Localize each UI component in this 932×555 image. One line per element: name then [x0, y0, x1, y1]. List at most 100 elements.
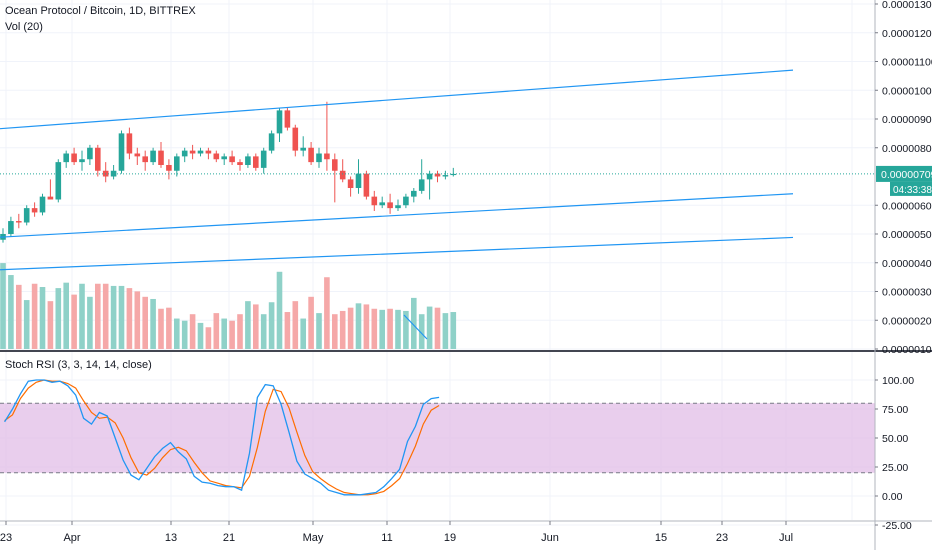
volume-bar: [237, 314, 243, 349]
candle-body: [316, 153, 322, 163]
volume-bar: [166, 307, 172, 349]
volume-bar: [150, 298, 156, 349]
candle-body: [39, 196, 46, 213]
candle-body: [71, 153, 77, 163]
volume-bar: [411, 297, 417, 349]
volume-bar: [450, 312, 457, 349]
candle-body: [197, 150, 204, 154]
price-tick-label: 0.00000200: [882, 315, 932, 327]
candle-body: [181, 150, 188, 157]
volume-bar: [181, 320, 188, 349]
candle-body: [87, 147, 93, 160]
candle-body: [16, 221, 22, 223]
candle-body: [205, 150, 212, 154]
stoch-d-line: [4, 379, 440, 496]
volume-bar: [16, 284, 22, 349]
price-tick-label: 0.00001100: [882, 57, 932, 69]
volume-bar: [71, 294, 77, 349]
volume-bar: [205, 327, 212, 349]
time-tick-label: 23: [716, 532, 728, 544]
volume-bar: [126, 288, 133, 349]
volume-bar: [426, 306, 433, 349]
main-title: Ocean Protocol / Bitcoin, 1D, BITTREX: [5, 5, 196, 17]
price-tick-label: 0.00000500: [882, 229, 932, 241]
candle-body: [55, 162, 62, 200]
stoch-tick-label: -25.00: [882, 520, 912, 532]
candle-body: [324, 153, 330, 160]
volume-bar: [221, 318, 227, 349]
candle-body: [371, 196, 378, 206]
candle-body: [442, 175, 449, 177]
volume-bar: [363, 304, 370, 349]
time-tick-label: Jul: [779, 532, 793, 544]
candle-body: [332, 159, 338, 171]
candle-body: [308, 147, 314, 163]
candle-body: [79, 159, 85, 163]
volume-bar: [308, 296, 314, 349]
volume-bar: [87, 296, 93, 349]
candle-body: [253, 156, 259, 168]
candle-body: [126, 133, 133, 154]
volume-bar: [174, 318, 180, 349]
time-tick-label: 23: [0, 532, 12, 544]
volume-bar: [284, 312, 291, 349]
candle-body: [150, 150, 156, 163]
volume-bar: [442, 313, 449, 349]
candle-body: [237, 162, 243, 165]
volume-bar: [387, 308, 393, 349]
volume-bar: [229, 320, 235, 349]
candle-body: [229, 156, 235, 163]
time-tick-label: Jun: [541, 532, 559, 544]
trend-line: [0, 236, 794, 271]
candle-body: [189, 150, 196, 154]
time-tick-label: 19: [444, 532, 456, 544]
volume-bar: [339, 310, 346, 349]
candle-body: [142, 156, 148, 163]
volume-bar: [134, 291, 141, 349]
volume-bar: [324, 277, 330, 349]
candle-body: [23, 208, 30, 223]
volume-bar: [47, 301, 54, 349]
stoch-tick-label: 50.00: [882, 433, 908, 445]
candle-body: [174, 156, 180, 171]
candle-body: [268, 133, 275, 151]
candle-body: [363, 173, 370, 197]
time-tick-label: 15: [655, 532, 667, 544]
volume-bar: [8, 275, 14, 349]
volume-bar: [300, 318, 306, 349]
volume-bar: [102, 283, 109, 349]
stoch-tick-label: 75.00: [882, 404, 908, 416]
volume-bar: [0, 263, 6, 349]
candle-body: [284, 110, 291, 128]
candle-body: [450, 173, 457, 176]
volume-bar: [418, 314, 425, 349]
volume-bar: [110, 285, 117, 349]
volume-bar: [23, 300, 30, 349]
stoch-band: [0, 403, 875, 473]
candle-body: [166, 165, 172, 171]
volume-bar: [189, 314, 196, 349]
volume-bar: [434, 307, 441, 349]
candle-body: [63, 153, 69, 163]
volume-bar: [79, 283, 85, 349]
candle-body: [158, 150, 164, 165]
candle-body: [276, 110, 283, 134]
candle-body: [245, 156, 251, 165]
current-price-badge: [876, 165, 932, 182]
candle-body: [403, 196, 409, 206]
price-tick-label: 0.00001300: [882, 0, 932, 11]
volume-bar: [347, 307, 354, 349]
candle-body: [300, 147, 306, 151]
candle-body: [110, 170, 117, 177]
candle-body: [426, 173, 433, 180]
volume-bar: [395, 309, 401, 349]
volume-legend: Vol (20): [5, 21, 43, 33]
volume-bar: [39, 287, 46, 349]
volume-bar: [55, 288, 62, 349]
volume-bar: [245, 301, 251, 349]
time-tick-label: Apr: [63, 532, 80, 544]
price-tick-label: 0.00000900: [882, 114, 932, 126]
candle-body: [134, 153, 141, 157]
